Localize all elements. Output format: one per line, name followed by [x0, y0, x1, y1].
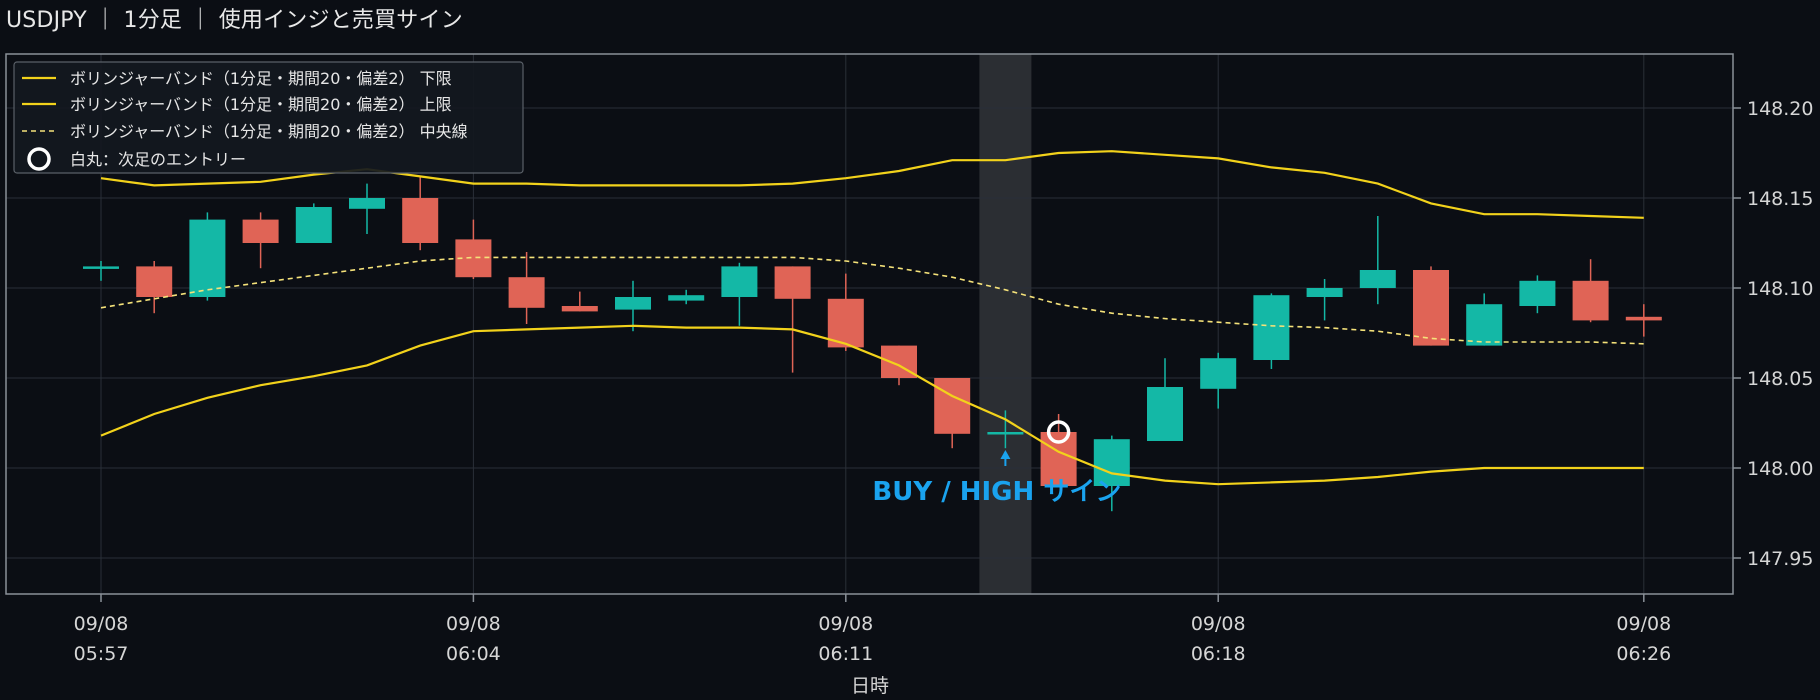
candle[interactable] [349, 183, 385, 234]
candles [83, 176, 1662, 512]
y-tick-label: 148.00 [1747, 458, 1813, 480]
candle-body[interactable] [934, 378, 971, 434]
candle[interactable] [561, 291, 598, 312]
candle-body[interactable] [349, 198, 385, 209]
x-axis-label: 日時 [851, 675, 889, 697]
legend: ボリンジャーバンド（1分足・期間20・偏差2） 下限ボリンジャーバンド（1分足・… [13, 61, 524, 174]
candle[interactable] [1306, 279, 1343, 321]
x-tick-date: 09/08 [818, 613, 873, 635]
candle-body[interactable] [189, 219, 226, 297]
x-axis: 09/08 05:57 09/08 06:04 09/08 06:11 09/08 06:18… [74, 594, 1671, 697]
x-tick-date: 09/08 [446, 613, 501, 635]
bollinger-series [100, 150, 1644, 486]
y-tick-label: 147.95 [1747, 548, 1813, 570]
candle[interactable] [721, 262, 758, 326]
candle-body[interactable] [242, 219, 279, 243]
candle-body[interactable] [1147, 387, 1183, 441]
candle[interactable] [1413, 266, 1449, 346]
candle[interactable] [295, 203, 332, 243]
signal-annotation: BUY / HIGH サイン [872, 450, 1121, 507]
chart-title: USDJPY ｜ 1分足 ｜ 使用インジと売買サイン [6, 8, 463, 33]
signal-highlight-band [979, 54, 1032, 594]
legend-box [13, 61, 524, 174]
series-line-2 [100, 256, 1644, 345]
candle-body[interactable] [1625, 316, 1662, 321]
candle[interactable] [615, 280, 651, 332]
candle[interactable] [1040, 414, 1077, 486]
candle-body[interactable] [987, 432, 1024, 435]
candle-body[interactable] [668, 295, 705, 301]
candle[interactable] [1253, 293, 1290, 369]
x-tick-date: 09/08 [1616, 613, 1671, 635]
signal-label: BUY / HIGH サイン [872, 477, 1121, 507]
candle[interactable] [827, 273, 864, 351]
legend-marker-icon [27, 147, 51, 171]
candle-body[interactable] [402, 198, 439, 243]
candle[interactable] [1359, 216, 1396, 305]
candle-body[interactable] [1466, 304, 1503, 346]
candle-body[interactable] [1519, 280, 1556, 306]
candle-body[interactable] [1572, 280, 1609, 321]
series-line-0 [100, 324, 1644, 486]
candle-body[interactable] [1306, 288, 1343, 297]
candle[interactable] [189, 212, 226, 301]
signal-arrow-icon [1000, 450, 1011, 459]
candle[interactable] [508, 252, 545, 324]
candle[interactable] [987, 410, 1024, 449]
candle[interactable] [934, 378, 971, 449]
legend-label: ボリンジャーバンド（1分足・期間20・偏差2） 上限 [70, 95, 452, 114]
plot-frame [5, 53, 1734, 595]
signal-highlight-rect [979, 54, 1032, 594]
x-tick-date: 09/08 [74, 613, 129, 635]
candle-body[interactable] [561, 306, 598, 312]
candle[interactable] [455, 219, 492, 279]
candle-body[interactable] [1413, 270, 1449, 346]
candle-body[interactable] [508, 277, 545, 308]
candle[interactable] [1147, 358, 1183, 441]
legend-label: 白丸：次足のエントリー [70, 150, 246, 169]
y-tick-label: 148.05 [1747, 368, 1813, 390]
y-tick-label: 148.10 [1747, 278, 1813, 300]
x-tick-time: 06:18 [1191, 643, 1246, 665]
y-tick-label: 148.20 [1747, 98, 1813, 120]
candle[interactable] [1200, 352, 1237, 409]
candle-body[interactable] [136, 266, 173, 297]
candle-body[interactable] [295, 207, 332, 243]
candle[interactable] [1093, 435, 1130, 512]
candle-body[interactable] [615, 297, 651, 310]
entry-marker [1046, 420, 1071, 444]
candle[interactable] [242, 212, 279, 269]
candle-body[interactable] [827, 298, 864, 348]
candle-body[interactable] [774, 266, 811, 299]
x-tick-time: 05:57 [74, 643, 129, 665]
y-tick-label: 148.15 [1747, 188, 1813, 210]
x-tick-time: 06:26 [1616, 643, 1671, 665]
candle[interactable] [1466, 293, 1503, 346]
legend-label: ボリンジャーバンド（1分足・期間20・偏差2） 下限 [70, 69, 452, 88]
candle[interactable] [1572, 259, 1609, 323]
candle-body[interactable] [721, 266, 758, 297]
candle-body[interactable] [83, 266, 119, 269]
x-tick-date: 09/08 [1191, 613, 1246, 635]
legend-label: ボリンジャーバンド（1分足・期間20・偏差2） 中央線 [70, 122, 468, 141]
x-tick-time: 06:04 [446, 643, 501, 665]
y-axis: 147.95 148.00 148.05 148.10 148.15 148.20 [1733, 98, 1813, 570]
candle[interactable] [1625, 304, 1662, 337]
candle-body[interactable] [1093, 439, 1130, 486]
candle-body[interactable] [1359, 270, 1396, 288]
candle[interactable] [1519, 275, 1556, 314]
plot-frame-rect [5, 53, 1734, 595]
candle[interactable] [83, 261, 119, 281]
candle-body[interactable] [1200, 358, 1237, 389]
candle[interactable] [136, 261, 173, 314]
entry-markers [1046, 420, 1071, 444]
candle-body[interactable] [1253, 295, 1290, 360]
x-tick-time: 06:11 [818, 643, 873, 665]
candle[interactable] [402, 176, 439, 251]
candle[interactable] [668, 289, 705, 305]
candle[interactable] [774, 266, 811, 373]
